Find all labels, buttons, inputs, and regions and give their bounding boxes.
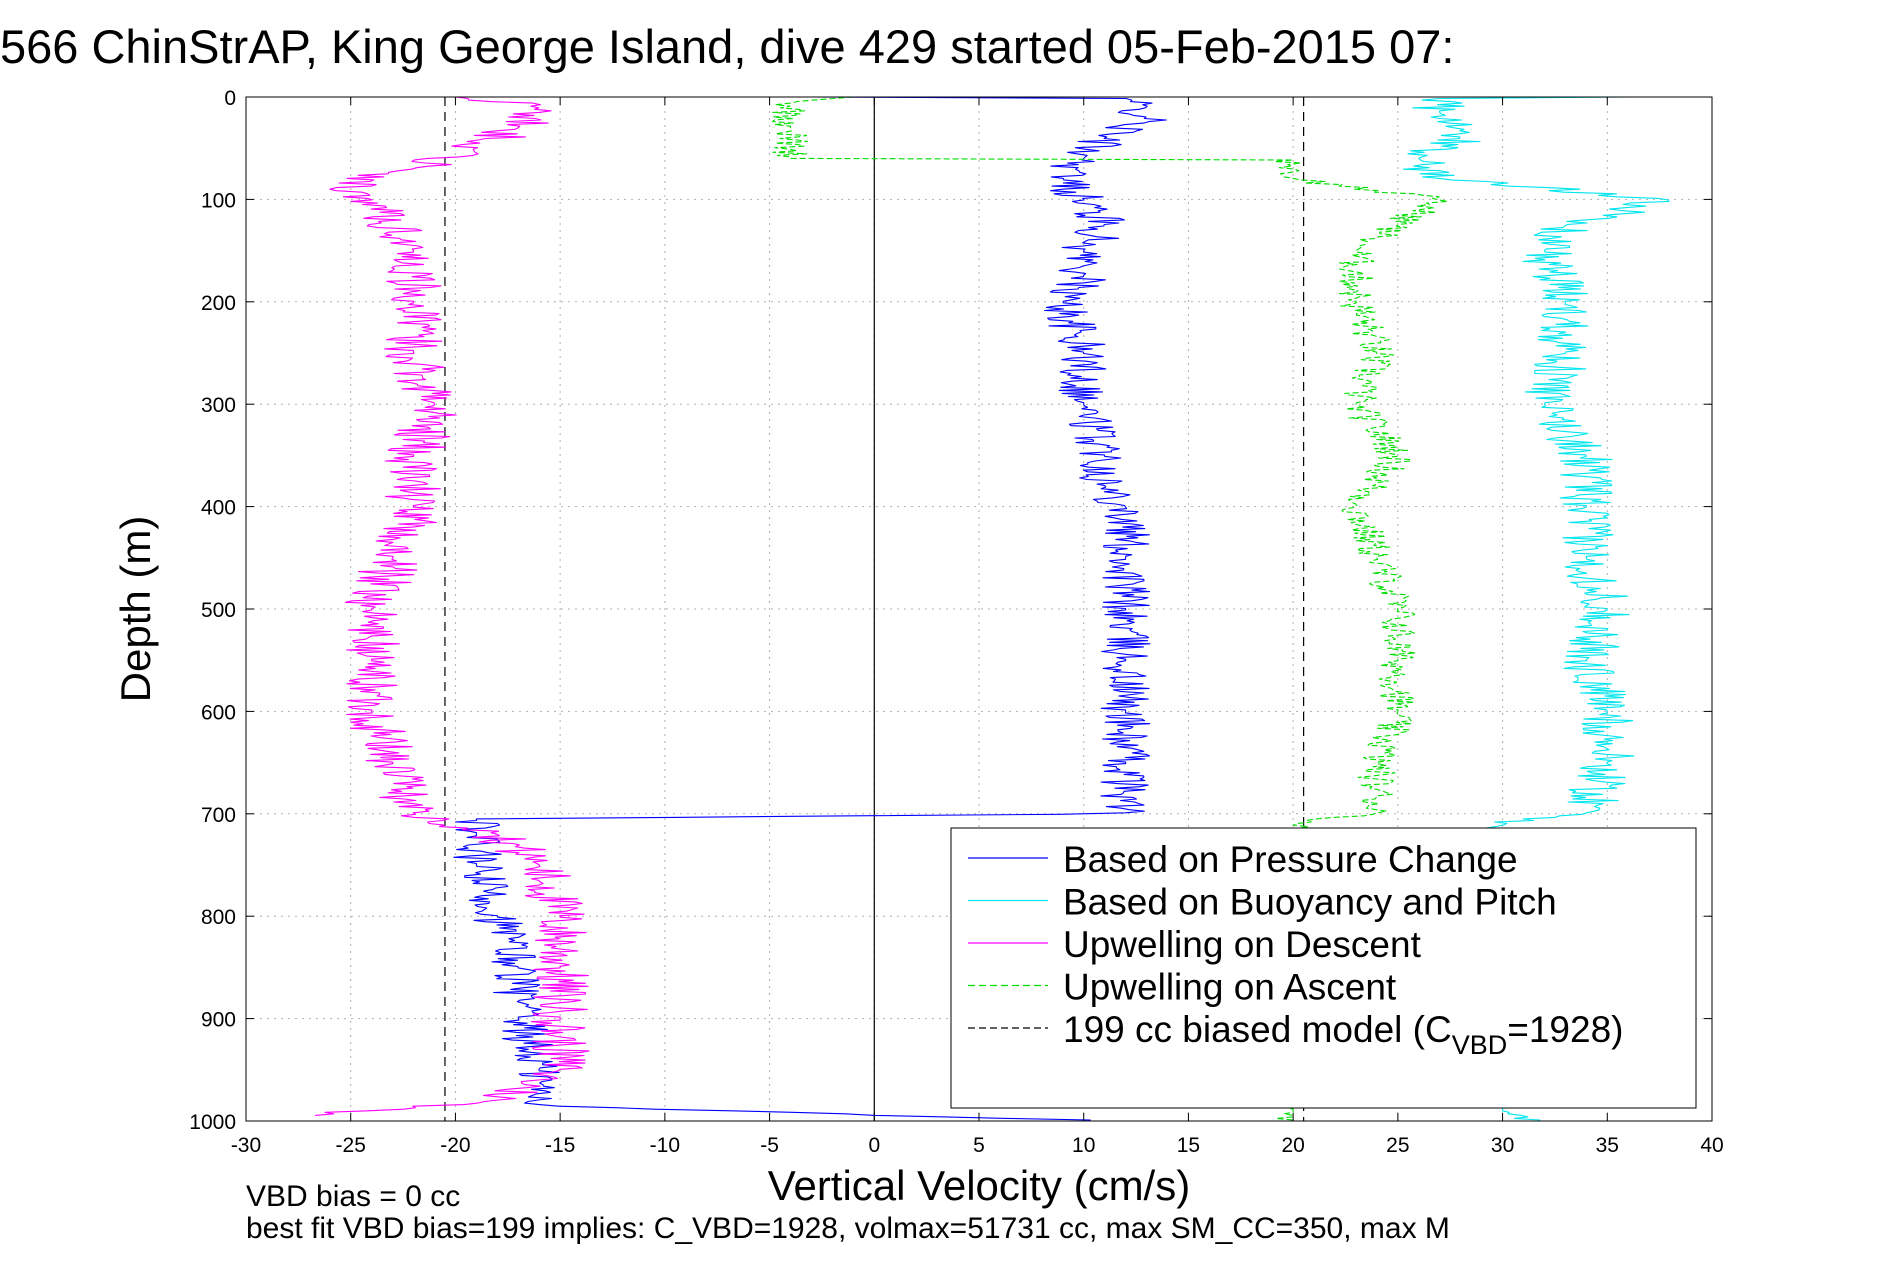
y-tick-label: 1000	[189, 1111, 236, 1134]
x-tick-label: 5	[973, 1134, 985, 1157]
legend-label-4: 199 cc biased model (CVBD=1928)	[1063, 1009, 1623, 1060]
x-tick-labels: -30 -25 -20 -15 -10 -5 0 5 10 15 20 25 30 35 40	[231, 1134, 1724, 1157]
x-tick-label: 40	[1700, 1134, 1723, 1157]
series-line-2	[315, 96, 590, 1116]
y-tick-labels: 0 100 200 300 400 500 600 700 800 900 1000	[189, 87, 236, 1134]
vbd-bias-note: VBD bias = 0 cc	[246, 1180, 460, 1213]
x-tick-label: 0	[868, 1134, 880, 1157]
y-tick-label: 0	[224, 87, 236, 110]
y-tick-label: 700	[201, 804, 236, 827]
legend-text: Based on Buoyancy and Pitch	[1063, 882, 1557, 923]
y-tick-label: 800	[201, 906, 236, 929]
series-line-0	[453, 96, 1167, 1121]
legend-suffix: =1928)	[1507, 1009, 1623, 1050]
x-tick-label: -5	[760, 1134, 779, 1157]
x-axis-label: Vertical Velocity (cm/s)	[768, 1162, 1190, 1209]
x-tick-label: -15	[545, 1134, 575, 1157]
x-tick-label: 10	[1072, 1134, 1095, 1157]
y-tick-label: 400	[201, 497, 236, 520]
y-tick-label: 100	[201, 189, 236, 212]
y-tick-label: 900	[201, 1009, 236, 1032]
best-fit-note: best fit VBD bias=199 implies: C_VBD=192…	[246, 1212, 1450, 1245]
legend-label-3: Upwelling on Ascent	[1063, 967, 1397, 1008]
y-tick-label: 600	[201, 701, 236, 724]
x-tick-label: -10	[650, 1134, 680, 1157]
x-tick-label: 15	[1177, 1134, 1200, 1157]
legend-text: Upwelling on Descent	[1063, 924, 1422, 965]
legend-box	[950, 827, 1697, 1109]
legend-label-0: Based on Pressure Change	[1063, 839, 1518, 880]
x-tick-label: 30	[1491, 1134, 1514, 1157]
legend-text: Based on Pressure Change	[1063, 839, 1518, 880]
y-tick-label: 300	[201, 394, 236, 417]
legend-text: 199 cc biased model (C	[1063, 1009, 1452, 1050]
x-tick-label: 25	[1386, 1134, 1409, 1157]
y-tick-label: 200	[201, 292, 236, 315]
x-tick-label: -20	[440, 1134, 470, 1157]
x-tick-label: 20	[1281, 1134, 1304, 1157]
legend-subscript: VBD	[1452, 1030, 1508, 1060]
x-tick-label: -25	[336, 1134, 366, 1157]
tick-marks	[245, 96, 1713, 1122]
legend-label-1: Based on Buoyancy and Pitch	[1063, 882, 1557, 923]
chart-title: 566 ChinStrAP, King George Island, dive …	[0, 20, 1454, 73]
y-axis-label: Depth (m)	[112, 516, 159, 703]
legend-label-2: Upwelling on Descent	[1063, 924, 1422, 965]
x-tick-label: -30	[231, 1134, 261, 1157]
y-tick-label: 500	[201, 599, 236, 622]
x-tick-label: 35	[1596, 1134, 1619, 1157]
legend-text: Upwelling on Ascent	[1063, 967, 1397, 1008]
reference-lines	[444, 97, 1305, 1121]
